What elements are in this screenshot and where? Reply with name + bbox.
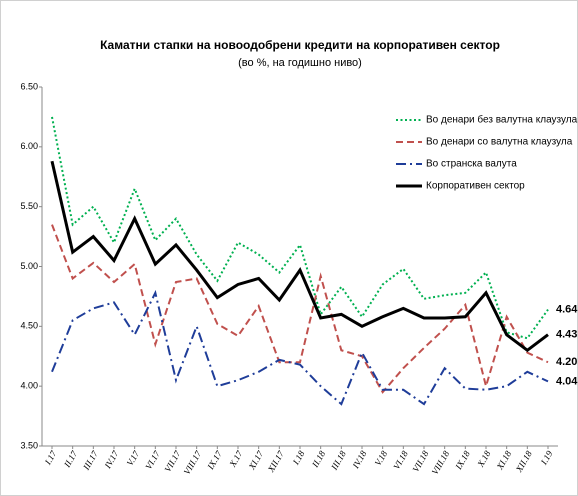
legend-label: Во странска валута	[426, 159, 517, 170]
series-line	[51, 116, 549, 340]
y-tick-label: 4.00	[20, 381, 38, 391]
legend-label: Корпоративен сектор	[426, 181, 525, 192]
y-tick-label: 6.50	[20, 81, 38, 91]
y-tick-label: 5.00	[20, 261, 38, 271]
end-label: 4.43	[556, 329, 577, 341]
legend-label: Во денари без валутна клаузула	[426, 114, 578, 126]
series-line	[51, 224, 549, 394]
end-label: 4.04	[556, 375, 578, 387]
y-tick-label: 6.00	[20, 141, 38, 151]
end-label: 4.20	[556, 356, 577, 368]
series-line	[51, 289, 549, 406]
chart-subtitle: (во %, на годишно ниво)	[238, 57, 362, 69]
series-line	[50, 160, 549, 353]
end-label: 4.64	[556, 303, 578, 315]
y-tick-label: 3.50	[20, 440, 38, 450]
legend-label: Во денари со валутна клаузула	[426, 137, 573, 148]
y-tick-label: 5.50	[20, 201, 38, 211]
y-tick-label: 4.50	[20, 321, 38, 331]
chart-title: Каматни стапки на новоодобрени кредити н…	[100, 38, 500, 52]
